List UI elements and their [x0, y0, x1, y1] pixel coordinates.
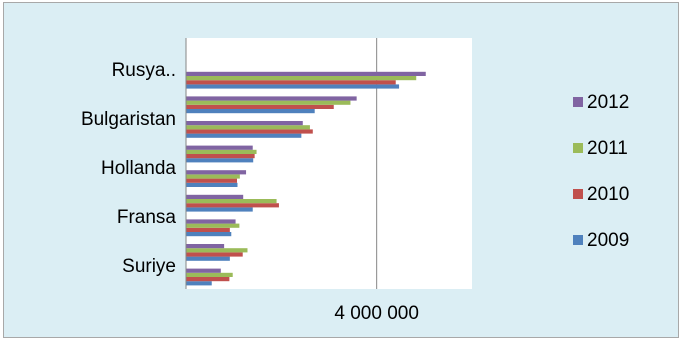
- y-tick-label: Suriye: [122, 256, 176, 277]
- bar-2011: [186, 174, 240, 179]
- bar-2010: [186, 277, 230, 282]
- bar-2009: [186, 182, 238, 187]
- bar-2010: [186, 154, 255, 159]
- bar-2010: [186, 227, 230, 232]
- bar-2012: [186, 170, 247, 175]
- bar-2010: [186, 252, 243, 257]
- bars: [186, 71, 426, 286]
- legend-item: 2011: [573, 138, 628, 159]
- bar-2010: [186, 178, 237, 183]
- bar-2012: [186, 96, 357, 101]
- legend: 2012 2011 2010 2009: [573, 92, 629, 251]
- bar-2012: [186, 244, 225, 249]
- bar-2012: [186, 121, 303, 126]
- x-tick-labels: 4 000 000: [334, 303, 419, 324]
- legend-label: 2012: [587, 92, 629, 113]
- legend-swatch: [573, 235, 583, 245]
- y-tick-label: Hollanda: [101, 158, 176, 179]
- legend-item: 2010: [573, 184, 629, 205]
- legend-label: 2011: [587, 138, 628, 159]
- bar-2011: [186, 199, 277, 204]
- bar-2009: [186, 256, 230, 261]
- legend-label: 2009: [587, 230, 629, 251]
- legend-swatch: [573, 189, 583, 199]
- bar-2009: [186, 158, 254, 163]
- legend-swatch: [573, 143, 583, 153]
- legend-swatch: [573, 97, 583, 107]
- legend-item: 2012: [573, 92, 629, 113]
- bar-2011: [186, 76, 417, 81]
- bar-2012: [186, 268, 221, 273]
- bar-2012: [186, 194, 244, 199]
- bar-2010: [186, 203, 279, 208]
- bar-2012: [186, 145, 253, 150]
- bar-2012: [186, 219, 236, 224]
- bar-2009: [186, 281, 212, 286]
- bar-2009: [186, 84, 400, 89]
- y-tick-label: Rusya..: [112, 60, 176, 81]
- legend-label: 2010: [587, 184, 629, 205]
- bar-2010: [186, 80, 396, 85]
- bar-2009: [186, 109, 315, 114]
- bar-2009: [186, 232, 232, 237]
- bar-2010: [186, 104, 334, 109]
- bar-2011: [186, 100, 351, 105]
- bar-2011: [186, 272, 233, 277]
- y-tick-labels: Suriye Fransa Hollanda Bulgaristan Rusya..: [81, 60, 176, 277]
- y-tick-label: Bulgaristan: [81, 109, 176, 130]
- legend-item: 2009: [573, 230, 629, 251]
- bar-2009: [186, 133, 302, 138]
- bar-2011: [186, 223, 240, 228]
- bar-2012: [186, 71, 426, 76]
- y-tick-label: Fransa: [117, 207, 177, 228]
- bar-2011: [186, 248, 248, 253]
- x-tick-label: 4 000 000: [334, 303, 419, 324]
- bar-2009: [186, 207, 253, 212]
- bar-2011: [186, 125, 310, 130]
- bar-2011: [186, 149, 257, 154]
- bar-2010: [186, 129, 313, 134]
